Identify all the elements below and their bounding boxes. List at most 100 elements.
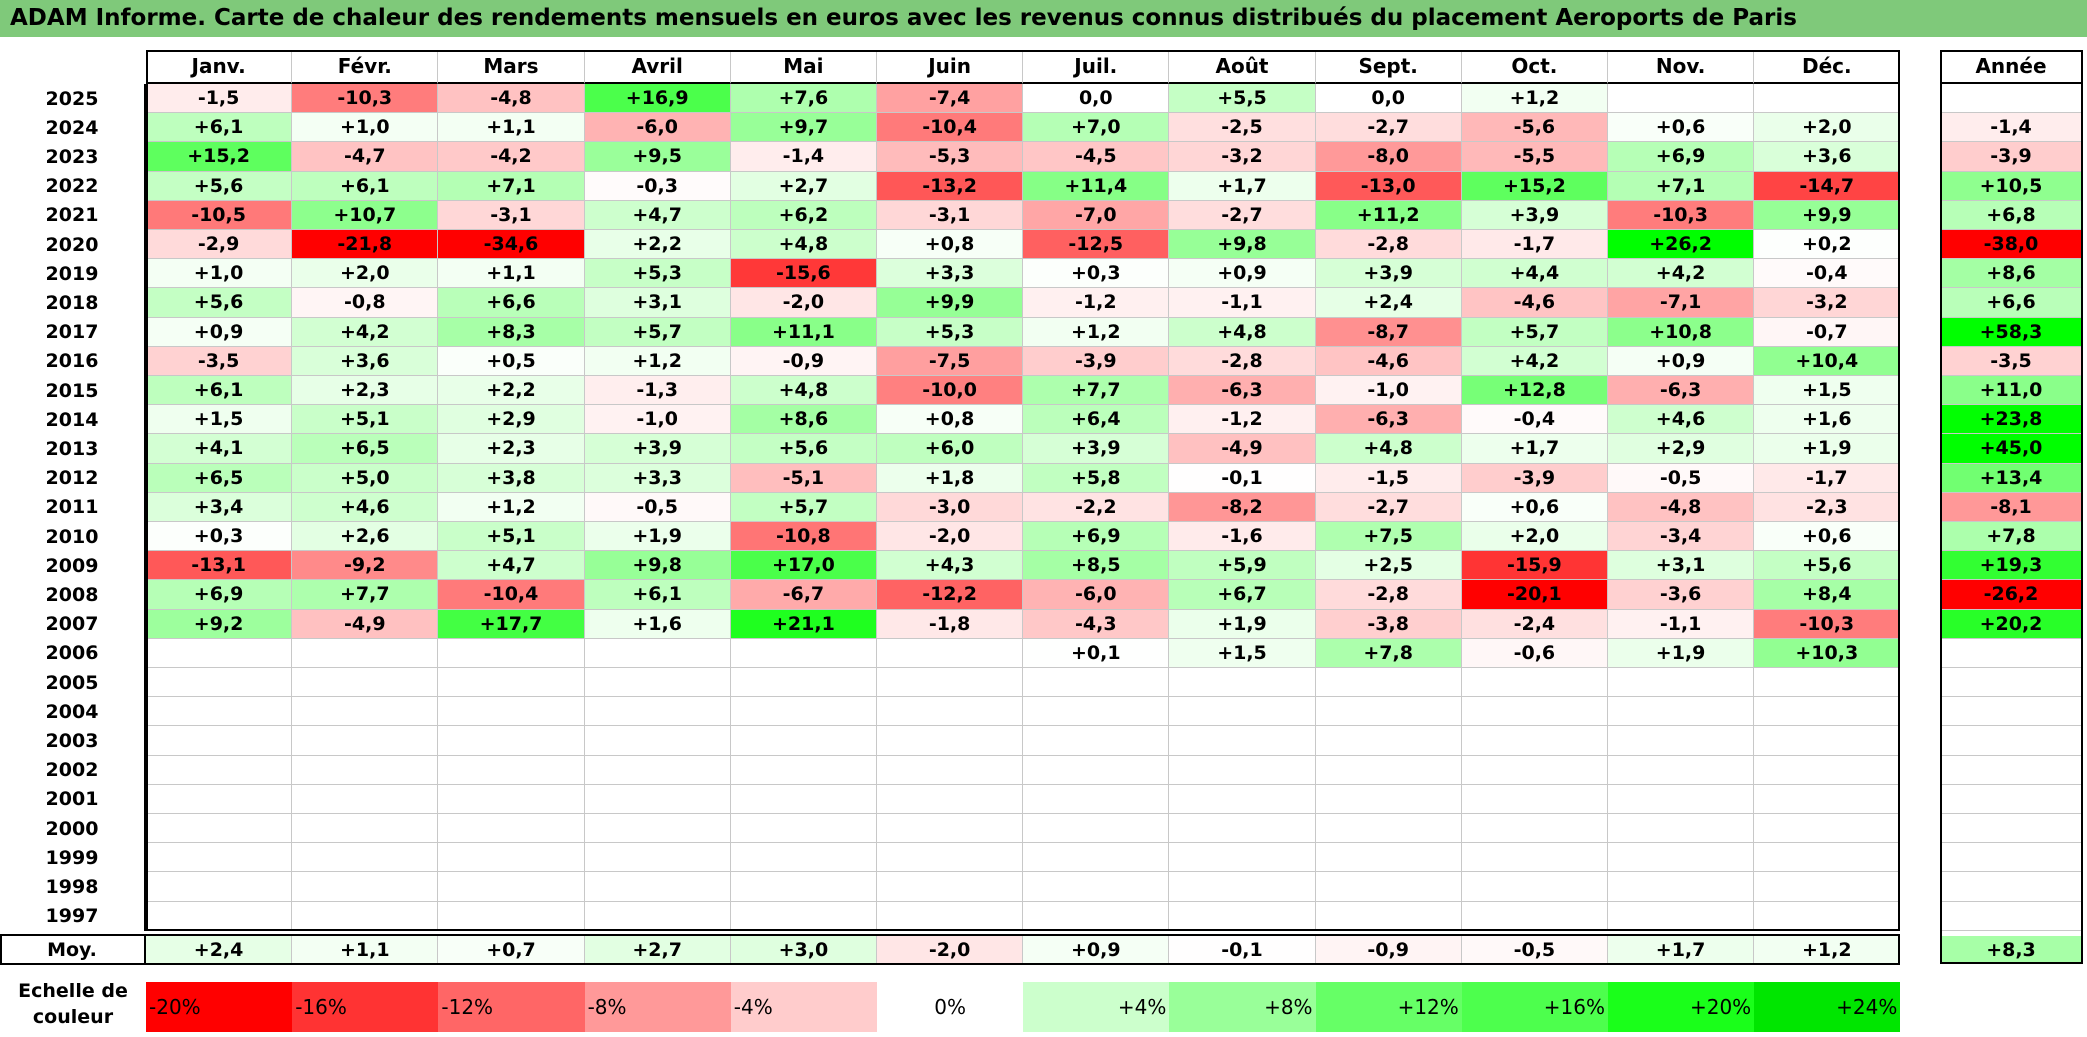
heatmap-cell	[1754, 814, 1901, 844]
heatmap-cell: -2,8	[1315, 230, 1462, 260]
row-year-label: 2019	[0, 259, 146, 289]
heatmap-cell: +9,2	[146, 609, 293, 639]
heatmap-cell: +5,9	[1169, 551, 1316, 581]
legend-swatch: +12%	[1315, 982, 1462, 1032]
heatmap-cell: -2,2	[1023, 492, 1170, 522]
average-annual-cell: +8,3	[1940, 936, 2083, 964]
heatmap-cell: -2,7	[1315, 113, 1462, 143]
heatmap-cell: +5,8	[1023, 463, 1170, 493]
heatmap-cell: +2,9	[1608, 434, 1755, 464]
heatmap-cell: +1,5	[1754, 376, 1901, 406]
annual-cell: +7,8	[1940, 522, 2083, 552]
heatmap-cell	[292, 784, 439, 814]
heatmap-cell: +6,1	[584, 580, 731, 610]
heatmap-cell: +11,2	[1315, 200, 1462, 230]
heatmap-cell: -6,3	[1169, 376, 1316, 406]
annual-cell: -26,2	[1940, 580, 2083, 610]
average-cell: +0,7	[438, 936, 585, 964]
heatmap-cell	[1169, 872, 1316, 902]
heatmap-cell: -20,1	[1461, 580, 1608, 610]
row-year-label: 2018	[0, 288, 146, 318]
heatmap-cell: +7,5	[1315, 522, 1462, 552]
heatmap-cell: +3,3	[877, 259, 1024, 289]
heatmap-cell: +2,2	[438, 376, 585, 406]
heatmap-cell: -4,2	[438, 142, 585, 172]
heatmap-cell: -0,1	[1169, 463, 1316, 493]
heatmap-cell	[1608, 872, 1755, 902]
heatmap-cell: +2,4	[1315, 288, 1462, 318]
heatmap-cell: +3,9	[584, 434, 731, 464]
heatmap-cell: -1,2	[1169, 405, 1316, 435]
heatmap-cell: -3,1	[877, 200, 1024, 230]
row-year-label: 1997	[0, 901, 146, 931]
heatmap-cell: +6,7	[1169, 580, 1316, 610]
average-cell: -0,1	[1169, 936, 1316, 964]
heatmap-cell	[1754, 755, 1901, 785]
average-cell: +2,7	[584, 936, 731, 964]
heatmap-cell	[292, 901, 439, 931]
heatmap-cell: -2,8	[1169, 346, 1316, 376]
heatmap-cell	[292, 755, 439, 785]
heatmap-cell: +3,9	[1461, 200, 1608, 230]
heatmap-cell	[1023, 697, 1170, 727]
heatmap-cell: +1,6	[1754, 405, 1901, 435]
heatmap-cell: -6,3	[1315, 405, 1462, 435]
heatmap-cell	[1461, 726, 1608, 756]
heatmap-cell: -1,0	[1315, 376, 1462, 406]
heatmap-cell: +7,1	[438, 171, 585, 201]
legend-swatch: +8%	[1169, 982, 1316, 1032]
heatmap-cell: +8,3	[438, 317, 585, 347]
average-cell: -2,0	[877, 936, 1024, 964]
average-cell: +2,4	[146, 936, 293, 964]
heatmap-cell: -7,4	[877, 84, 1024, 114]
heatmap-cell	[584, 755, 731, 785]
heatmap-cell: -1,6	[1169, 522, 1316, 552]
heatmap-cell	[1608, 784, 1755, 814]
heatmap-cell	[1608, 84, 1755, 114]
heatmap-cell: +4,8	[730, 376, 877, 406]
annual-cell: +23,8	[1940, 405, 2083, 435]
heatmap-cell: -7,1	[1608, 288, 1755, 318]
heatmap-cell: -3,9	[1461, 463, 1608, 493]
heatmap-cell	[1315, 872, 1462, 902]
annual-cell: -1,4	[1940, 113, 2083, 143]
heatmap-cell	[1023, 814, 1170, 844]
heatmap-cell	[730, 784, 877, 814]
heatmap-cell: -1,3	[584, 376, 731, 406]
heatmap-cell	[730, 726, 877, 756]
heatmap-cell: +10,7	[292, 200, 439, 230]
row-year-label: 2025	[0, 84, 146, 114]
legend-swatch: 0%	[877, 982, 1024, 1032]
heatmap-cell	[146, 843, 293, 873]
heatmap-cell: +10,4	[1754, 346, 1901, 376]
heatmap-cell	[146, 697, 293, 727]
annual-cell: +20,2	[1940, 609, 2083, 639]
heatmap-cell	[438, 638, 585, 668]
heatmap-cell: +1,7	[1461, 434, 1608, 464]
average-cell: +3,0	[730, 936, 877, 964]
heatmap-cell: +12,8	[1461, 376, 1608, 406]
heatmap-cell: +6,5	[146, 463, 293, 493]
heatmap-cell: +6,5	[292, 434, 439, 464]
heatmap-cell	[1461, 784, 1608, 814]
heatmap-cell: +7,6	[730, 84, 877, 114]
heatmap-cell	[1169, 668, 1316, 698]
heatmap-cell	[146, 638, 293, 668]
heatmap-cell	[146, 726, 293, 756]
heatmap-cell: -1,5	[146, 84, 293, 114]
heatmap-cell: +26,2	[1608, 230, 1755, 260]
heatmap-cell: +6,9	[1023, 522, 1170, 552]
heatmap-cell: +5,6	[146, 288, 293, 318]
heatmap-cell: -13,0	[1315, 171, 1462, 201]
heatmap-cell	[1315, 668, 1462, 698]
heatmap-cell	[1461, 755, 1608, 785]
heatmap-cell: +3,6	[292, 346, 439, 376]
heatmap-cell: +4,7	[584, 200, 731, 230]
heatmap-cell	[1169, 697, 1316, 727]
heatmap-cell	[584, 697, 731, 727]
heatmap-cell: +0,9	[1169, 259, 1316, 289]
heatmap-cell: +9,8	[1169, 230, 1316, 260]
heatmap-cell: -15,9	[1461, 551, 1608, 581]
legend-swatch: -12%	[438, 982, 585, 1032]
heatmap-cell: +2,0	[1461, 522, 1608, 552]
